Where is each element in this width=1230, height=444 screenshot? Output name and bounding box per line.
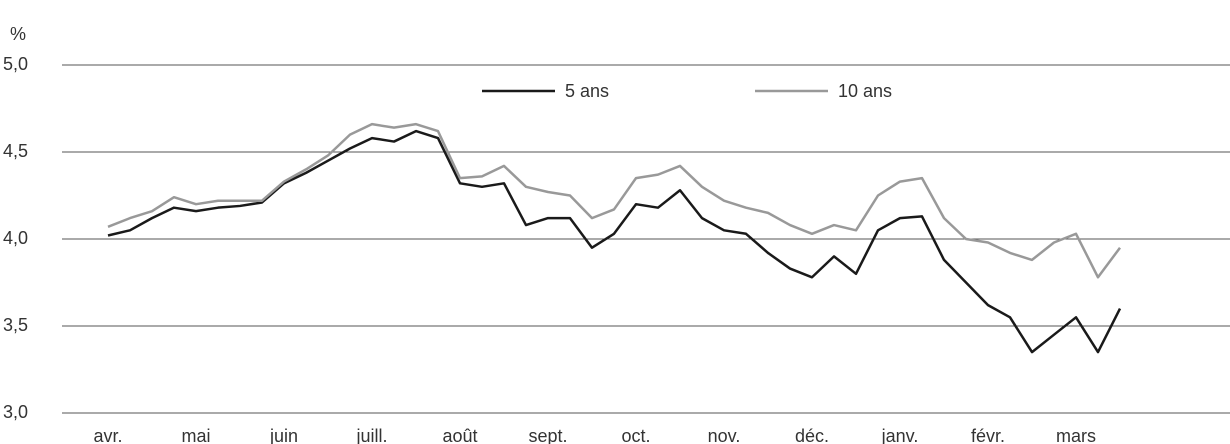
x-tick-label: févr. <box>971 426 1005 444</box>
x-tick-label: juin <box>269 426 298 444</box>
x-tick-label: déc. <box>795 426 829 444</box>
x-tick-label: sept. <box>528 426 567 444</box>
line-series <box>107 122 1122 279</box>
legend-label: 10 ans <box>838 81 892 101</box>
x-tick-label: nov. <box>708 426 741 444</box>
y-unit: % <box>10 24 26 44</box>
x-tick-label: juill. <box>355 426 387 444</box>
y-tick-label: 3,0 <box>3 402 28 422</box>
x-tick-label: janv. <box>881 426 919 444</box>
y-tick-label: 3,5 <box>3 315 28 335</box>
line-series <box>107 129 1122 354</box>
legend-label: 5 ans <box>565 81 609 101</box>
x-tick-label: mars <box>1056 426 1096 444</box>
x-tick-label: avr. <box>93 426 122 444</box>
x-tick-label: août <box>442 426 477 444</box>
y-tick-label: 5,0 <box>3 54 28 74</box>
y-tick-label: 4,5 <box>3 141 28 161</box>
x-tick-label: mai <box>181 426 210 444</box>
y-tick-label: 4,0 <box>3 228 28 248</box>
x-tick-label: oct. <box>621 426 650 444</box>
